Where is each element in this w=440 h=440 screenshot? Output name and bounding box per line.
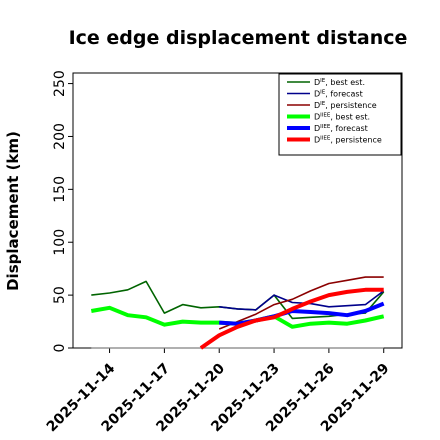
y-tick-label: 250 xyxy=(52,70,68,97)
legend: DIE, best est. DIE, forecast DIE, persiste… xyxy=(278,73,402,156)
legend-label: DIIEE, best est. xyxy=(314,113,370,122)
series-line xyxy=(199,287,384,350)
y-tick-label: 50 xyxy=(52,286,68,304)
y-tick-label: 200 xyxy=(52,123,68,150)
y-axis-label: Displacement (km) xyxy=(4,131,22,291)
y-tick-label: 100 xyxy=(52,229,68,256)
legend-label: DIE, best est. xyxy=(314,78,365,87)
series-layer xyxy=(90,276,385,350)
y-tick-label: 0 xyxy=(52,344,68,353)
legend-label: DIE, persistence xyxy=(314,101,377,110)
y-axis: 0 50 100 150 200 250 xyxy=(52,70,73,352)
y-tick-label: 150 xyxy=(52,176,68,203)
legend-label: DIE, forecast xyxy=(314,90,363,99)
legend-label: DIIEE, forecast xyxy=(314,124,368,133)
x-axis: 2025-11-142025-11-172025-11-202025-11-23… xyxy=(44,348,393,435)
series-line xyxy=(218,276,384,330)
legend-label: DIIEE, persistence xyxy=(314,136,382,145)
chart-title: Ice edge displacement distance xyxy=(69,27,408,49)
